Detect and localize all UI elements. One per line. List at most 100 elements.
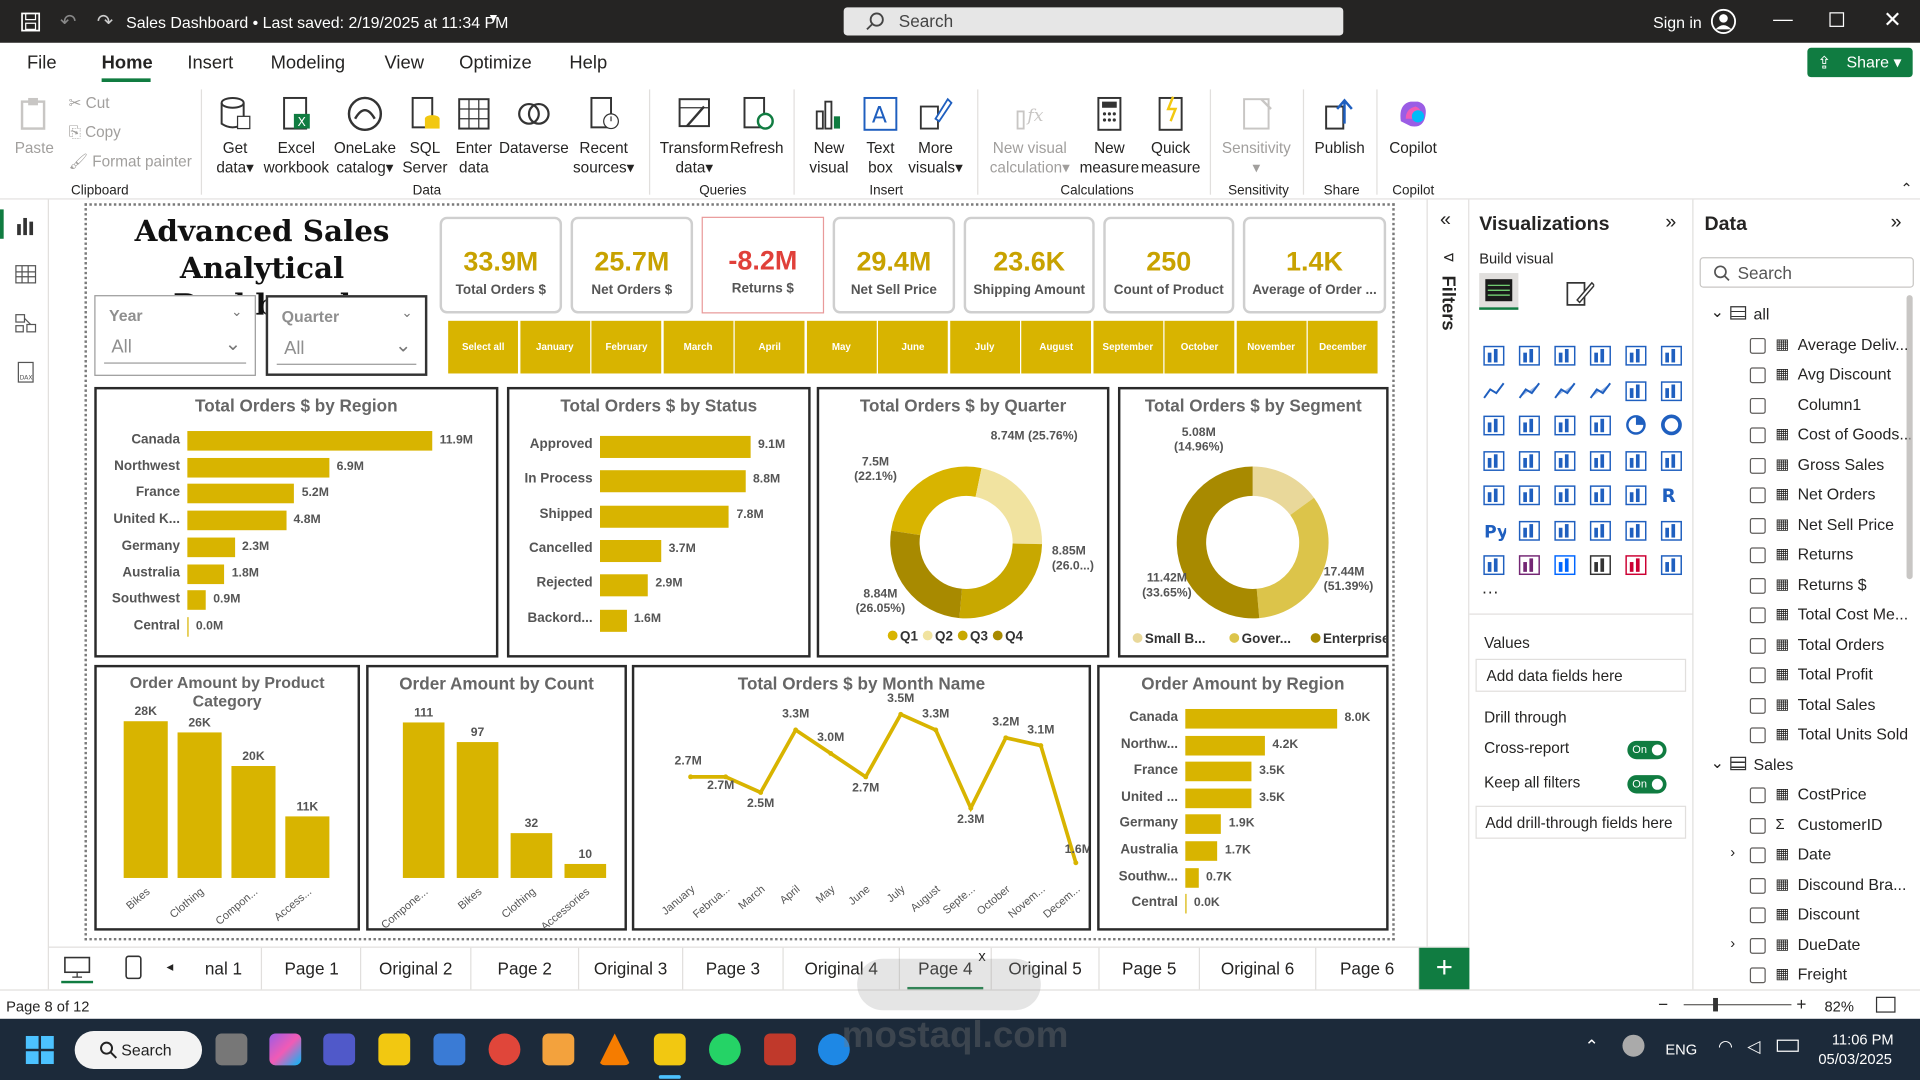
donut-slice[interactable] [1256,497,1329,619]
more-visual-types-icon[interactable]: ··· [1481,581,1499,602]
more-visuals-button[interactable]: More visuals▾ [905,94,966,177]
scroll-tabs-left-icon[interactable]: ◂ [166,960,174,975]
stacked-bar-icon[interactable] [1482,343,1506,367]
bar[interactable] [456,742,499,878]
table-name[interactable]: Sales [1753,754,1794,774]
series-line[interactable] [690,711,1078,864]
month-button[interactable]: January [519,320,590,374]
whatsapp-icon[interactable] [708,1033,741,1066]
taskbar-search[interactable]: Search [74,1031,203,1069]
month-button[interactable]: August [1021,320,1092,374]
field-checkbox[interactable] [1749,397,1766,414]
line-clustered-icon[interactable] [1659,378,1683,402]
field-name[interactable]: Total Cost Me... [1797,604,1909,624]
page-tab[interactable]: Original 6 [1200,947,1317,991]
donut-icon[interactable] [1659,413,1683,437]
legend-label[interactable]: Enterprise [1323,631,1386,646]
r-visual-icon[interactable]: R [1659,482,1683,507]
page-tab[interactable]: Page 6 [1316,947,1420,991]
onelake-catalog-button[interactable]: OneLake catalog▾ [331,94,400,177]
windows-start-icon[interactable] [25,1035,54,1065]
line-icon[interactable] [1482,378,1506,402]
line-point[interactable] [828,750,834,756]
line-point[interactable] [863,774,869,780]
kpi-shipping-amount[interactable]: 23.6K Shipping Amount [963,216,1095,314]
volume-icon[interactable]: ◁ [1747,1035,1761,1056]
page-tab[interactable]: Page 3 [683,947,784,991]
field-name[interactable]: Avg Discount [1797,364,1892,384]
month-button[interactable]: October [1164,320,1235,374]
cross-report-toggle[interactable]: On [1627,740,1667,760]
maximize-icon[interactable] [1829,12,1845,27]
chart-amount-by-count[interactable]: Order Amount by Count 111 Compone... 97 Bike… [366,664,627,931]
bar[interactable] [187,510,287,531]
kpi-icon[interactable] [1517,482,1541,506]
quarter-slicer[interactable]: Quarter ⌄ All ⌄ [265,295,428,376]
collapse-viz-icon[interactable]: » [1665,211,1677,233]
line-point[interactable] [1073,860,1079,866]
field-checkbox[interactable] [1749,427,1766,444]
sensitivity-button[interactable]: Sensitivity ▾ [1220,94,1293,177]
field-checkbox[interactable] [1749,337,1766,354]
field-name[interactable]: Returns $ [1797,574,1867,594]
chrome-icon[interactable] [488,1033,521,1066]
signin-link[interactable]: Sign in [1653,13,1702,32]
field-expand-icon[interactable]: › [1730,933,1736,951]
battery-icon[interactable] [1776,1039,1799,1052]
year-dropdown[interactable]: All ⌄ [104,332,247,364]
page-tab[interactable]: Original 4 [784,947,901,991]
field-checkbox[interactable] [1749,577,1766,594]
field-name[interactable]: Gross Sales [1797,454,1885,474]
field-name[interactable]: Total Profit [1797,664,1873,684]
save-icon[interactable] [21,12,41,32]
bar[interactable] [510,833,553,878]
donut-slice[interactable] [890,530,962,619]
menu-help[interactable]: Help [569,52,608,74]
pie-icon[interactable] [1624,413,1648,437]
qa-icon[interactable] [1588,517,1612,541]
bar[interactable] [1185,814,1222,835]
page-tab[interactable]: Page 2 [471,947,580,991]
field-checkbox[interactable] [1749,637,1766,654]
publish-button[interactable]: Publish [1310,94,1369,158]
file-explorer-icon[interactable] [378,1033,411,1066]
avatar-icon[interactable] [1710,8,1737,35]
bar[interactable] [600,435,751,458]
paginated-icon[interactable] [1659,517,1683,541]
bar[interactable] [187,484,295,504]
field-checkbox[interactable] [1749,547,1766,564]
field-name[interactable]: Total Orders [1797,634,1885,654]
filled-map-icon[interactable] [1553,448,1577,472]
dax-query-icon[interactable]: DAX [15,361,37,383]
menu-home[interactable]: Home [101,52,153,74]
card-icon[interactable] [1659,448,1683,472]
clock-date[interactable]: 05/03/2025 [1818,1050,1892,1068]
field-name[interactable]: Discound Bra... [1797,874,1907,894]
waterfall-icon[interactable] [1517,413,1541,437]
undo-icon[interactable]: ↶ [60,12,77,34]
legend-label[interactable]: Q2 [935,628,953,643]
bar[interactable] [1185,867,1199,888]
funnel-icon[interactable] [1553,413,1577,437]
mobile-layout-icon[interactable] [125,955,142,980]
language-indicator[interactable]: ENG [1665,1040,1698,1058]
field-name[interactable]: Average Deliv... [1797,334,1909,354]
month-button[interactable]: March [663,320,734,374]
python-icon[interactable]: Py [1482,517,1506,542]
close-tab-icon[interactable]: x [978,947,986,965]
build-visual-tab[interactable] [1479,273,1519,310]
page-tab[interactable]: Original 2 [361,947,472,991]
format-painter-button[interactable]: 🖌 Format painter [69,152,192,172]
100-bar-icon[interactable] [1624,343,1648,367]
donut-slice[interactable] [1252,466,1314,516]
keep-filters-toggle[interactable]: On [1627,775,1667,794]
clock-time[interactable]: 11:06 PM [1831,1031,1894,1049]
dataverse-button[interactable]: Dataverse [498,94,569,158]
bar[interactable] [600,470,746,493]
field-checkbox[interactable] [1749,367,1766,384]
page-tab[interactable]: Original 5 [992,947,1100,991]
field-checkbox[interactable] [1749,457,1766,474]
field-name[interactable]: CustomerID [1797,814,1883,834]
enter-data-button[interactable]: Enter data [451,94,498,177]
